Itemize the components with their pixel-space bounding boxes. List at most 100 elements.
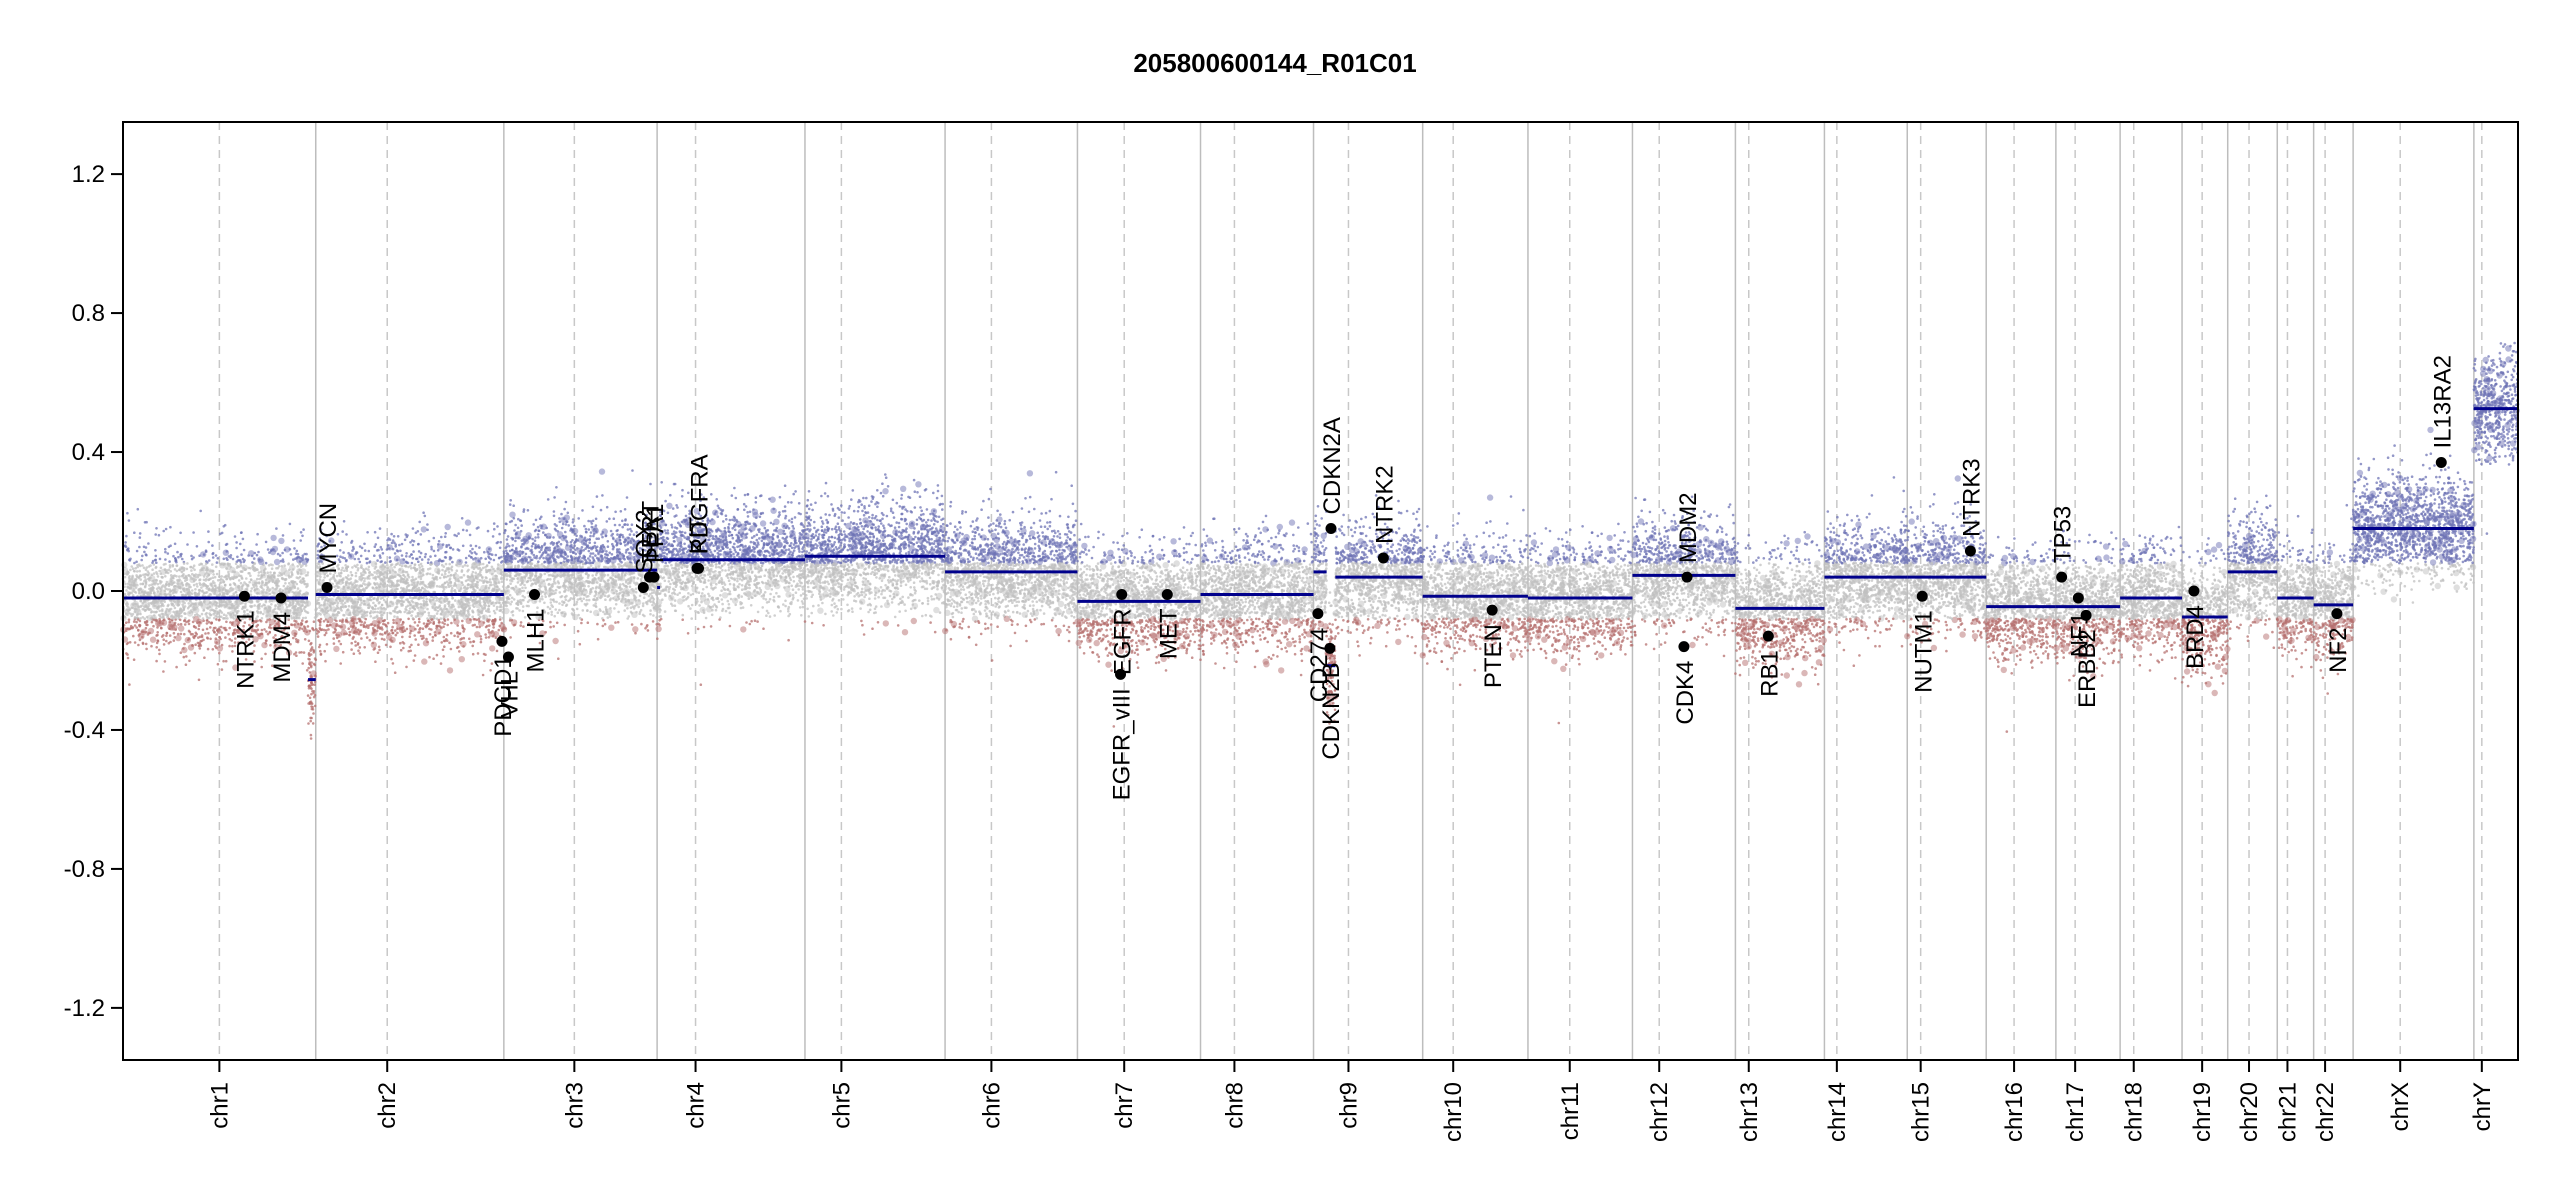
probe-point: [129, 586, 133, 590]
probe-point: [353, 557, 357, 561]
probe-point: [458, 650, 461, 653]
probe-point: [373, 624, 377, 627]
probe-point: [212, 602, 215, 605]
probe-point: [169, 544, 172, 547]
probe-point: [417, 560, 420, 563]
probe-point: [297, 622, 300, 626]
probe-point: [422, 596, 425, 600]
probe-point: [412, 550, 415, 553]
probe-point: [411, 610, 414, 613]
probe-point: [394, 629, 397, 632]
probe-point: [292, 636, 295, 640]
probe-point: [187, 592, 190, 596]
probe-point: [388, 556, 392, 559]
probe-point: [216, 586, 220, 589]
probe-point: [331, 602, 335, 606]
probe-point: [204, 632, 207, 635]
probe-point: [464, 579, 468, 583]
probe-point: [439, 607, 443, 610]
probe-point: [410, 614, 413, 617]
probe-point: [249, 589, 253, 593]
probe-point: [402, 578, 405, 581]
probe-point: [303, 601, 307, 604]
probe-point: [165, 613, 169, 617]
probe-point: [334, 588, 337, 591]
probe-point: [413, 567, 417, 570]
probe-point: [426, 603, 429, 606]
probe-point: [468, 533, 472, 537]
probe-point: [485, 564, 489, 567]
probe-point: [154, 604, 157, 608]
probe-point: [343, 590, 347, 593]
probe-point: [469, 598, 472, 601]
probe-point: [228, 562, 231, 566]
probe-point: [474, 574, 477, 578]
probe-point: [287, 562, 290, 566]
probe-point: [420, 526, 427, 533]
probe-point: [425, 597, 429, 601]
probe-point: [127, 519, 131, 522]
probe-point: [396, 562, 400, 565]
probe-point: [187, 622, 191, 626]
probe-point: [354, 579, 357, 582]
probe-point: [317, 601, 321, 605]
probe-point: [182, 562, 186, 565]
probe-point: [214, 637, 218, 640]
probe-point: [213, 575, 217, 579]
probe-point: [255, 553, 259, 557]
probe-point: [476, 608, 480, 612]
probe-point: [366, 531, 369, 534]
probe-point: [461, 619, 464, 623]
probe-point: [415, 557, 418, 561]
probe-point: [213, 609, 217, 613]
probe-point: [399, 549, 402, 553]
probe-point: [316, 614, 319, 617]
probe-point: [420, 565, 424, 568]
probe-point: [491, 629, 494, 633]
probe-point: [135, 603, 139, 606]
probe-point: [298, 560, 302, 563]
probe-point: [428, 599, 432, 603]
probe-point: [422, 603, 426, 607]
probe-point: [177, 579, 180, 583]
probe-point: [232, 587, 235, 591]
probe-point: [478, 546, 481, 549]
probe-point: [137, 628, 140, 632]
probe-point: [167, 603, 170, 607]
probe-point: [285, 605, 289, 609]
probe-point: [139, 605, 142, 608]
probe-point: [373, 530, 377, 534]
probe-point: [464, 519, 472, 526]
probe-point: [339, 605, 343, 609]
probe-point: [362, 582, 365, 585]
probe-point: [223, 575, 226, 579]
probe-point: [534, 543, 537, 547]
probe-point: [298, 575, 302, 579]
probe-point: [417, 550, 421, 553]
probe-point: [272, 636, 275, 639]
probe-point: [383, 638, 386, 641]
probe-point: [453, 581, 457, 585]
probe-point: [423, 514, 427, 518]
probe-point: [418, 555, 422, 559]
probe-point: [186, 562, 189, 565]
probe-point: [445, 607, 448, 611]
probe-point: [339, 642, 343, 646]
probe-point: [197, 624, 201, 627]
probe-point: [484, 576, 488, 579]
probe-point: [447, 600, 451, 604]
probe-point: [474, 556, 477, 560]
probe-point: [347, 627, 351, 630]
probe-point: [475, 583, 478, 586]
probe-point: [184, 593, 188, 597]
probe-point: [301, 556, 305, 560]
probe-point: [481, 673, 485, 677]
probe-point: [123, 575, 127, 579]
probe-point: [280, 565, 284, 568]
probe-point: [202, 578, 206, 582]
probe-point: [433, 577, 436, 581]
probe-point: [222, 613, 226, 616]
probe-point: [454, 610, 458, 614]
probe-point: [198, 635, 202, 639]
probe-point: [498, 556, 501, 560]
